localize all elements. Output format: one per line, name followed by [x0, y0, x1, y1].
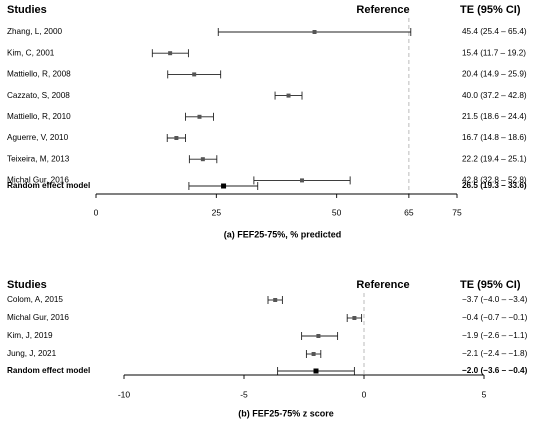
- study-label: Zhang, L, 2000: [7, 27, 63, 36]
- study-label: Jung, J, 2021: [7, 349, 57, 358]
- te-value: 42.8 (32.8 – 52.8): [462, 176, 527, 185]
- estimate-point: [311, 352, 316, 356]
- te-value: −2.1 (−2.4 – −1.8): [462, 349, 528, 358]
- summary-estimate-point: [221, 183, 227, 189]
- study-label: Kim, J, 2019: [7, 331, 53, 340]
- te-value: 20.4 (14.9 – 25.9): [462, 70, 527, 79]
- estimate-point: [273, 298, 278, 302]
- summary-estimate-point: [313, 368, 319, 374]
- te-header: TE (95% CI): [460, 279, 521, 291]
- te-value: 15.4 (11.7 – 19.2): [462, 48, 526, 57]
- x-tick-label: -10: [118, 389, 131, 399]
- te-value: −0.4 (−0.7 – −0.1): [462, 313, 528, 322]
- study-label: Kim, C, 2001: [7, 48, 55, 57]
- chart-caption: (b) FEF25-75% z score: [238, 408, 334, 418]
- te-value: 45.4 (25.4 – 65.4): [462, 27, 527, 36]
- te-value: 21.5 (18.6 – 24.4): [462, 112, 527, 121]
- study-label: Teixeira, M, 2013: [7, 154, 70, 163]
- summary-study-label: Random effect model: [7, 366, 90, 375]
- x-tick-label: 50: [332, 207, 342, 217]
- study-label: Cazzato, S, 2008: [7, 91, 70, 100]
- estimate-point: [200, 157, 205, 162]
- estimate-point: [192, 72, 197, 77]
- te-value: 40.0 (37.2 – 42.8): [462, 91, 527, 100]
- x-tick-label: -5: [240, 389, 248, 399]
- estimate-point: [312, 30, 317, 34]
- study-label: Michal Gur, 2016: [7, 313, 69, 322]
- chart-caption: (a) FEF25-75%, % predicted: [224, 229, 342, 239]
- estimate-point: [300, 178, 305, 183]
- study-label: Aguerre, V, 2010: [7, 133, 69, 142]
- estimate-point: [197, 114, 202, 119]
- x-tick-label: 0: [94, 207, 99, 217]
- estimate-point: [286, 93, 291, 98]
- summary-te-value: 26.5 (19.3 – 33.6): [462, 181, 527, 190]
- x-tick-label: 0: [362, 389, 367, 399]
- x-tick-label: 75: [452, 207, 462, 217]
- studies-header: Studies: [7, 4, 47, 16]
- te-value: −1.9 (−2.6 – −1.1): [462, 331, 528, 340]
- x-tick-label: 5: [482, 389, 487, 399]
- studies-header: Studies: [7, 279, 47, 291]
- te-value: −3.7 (−4.0 – −3.4): [462, 295, 528, 304]
- study-label: Michal Gur, 2016: [7, 176, 69, 185]
- estimate-point: [316, 334, 321, 338]
- te-header: TE (95% CI): [460, 4, 521, 16]
- summary-study-label: Random effect model: [7, 181, 90, 190]
- reference-header: Reference: [356, 4, 409, 16]
- estimate-point: [168, 51, 173, 56]
- study-label: Mattiello, R, 2010: [7, 112, 71, 121]
- x-tick-label: 25: [212, 207, 222, 217]
- study-label: Mattiello, R, 2008: [7, 70, 71, 79]
- te-value: 22.2 (19.4 – 25.1): [462, 154, 527, 163]
- study-label: Colom, A, 2015: [7, 295, 63, 304]
- reference-header: Reference: [356, 279, 409, 291]
- x-tick-label: 65: [404, 207, 414, 217]
- estimate-point: [352, 316, 357, 320]
- estimate-point: [174, 136, 179, 140]
- te-value: 16.7 (14.8 – 18.6): [462, 133, 527, 142]
- summary-te-value: −2.0 (−3.6 – −0.4): [462, 366, 528, 375]
